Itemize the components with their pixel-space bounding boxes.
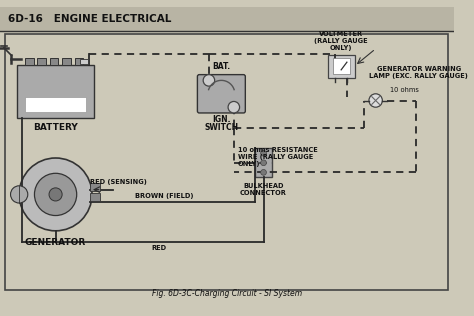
- Circle shape: [35, 173, 77, 216]
- Text: BATTERY: BATTERY: [33, 123, 78, 131]
- Circle shape: [203, 75, 215, 86]
- Bar: [333, 58, 350, 74]
- Bar: [255, 149, 272, 177]
- Circle shape: [261, 169, 266, 175]
- Bar: [25, 97, 86, 112]
- Text: 10 ohms: 10 ohms: [390, 87, 419, 93]
- Bar: [90, 193, 100, 201]
- Circle shape: [228, 101, 239, 113]
- Bar: [81, 59, 88, 64]
- Bar: [75, 58, 83, 65]
- Bar: [17, 65, 94, 118]
- Text: 10 ohms RESISTANCE
WIRE (RALLY GAUGE
ONLY): 10 ohms RESISTANCE WIRE (RALLY GAUGE ONL…: [237, 148, 318, 167]
- Text: Fig. 6D-3C-Charging Circuit - SI System: Fig. 6D-3C-Charging Circuit - SI System: [152, 289, 302, 298]
- Text: GENERATOR WARNING
LAMP (EXC. RALLY GAUGE): GENERATOR WARNING LAMP (EXC. RALLY GAUGE…: [369, 66, 468, 79]
- Circle shape: [49, 188, 62, 201]
- Text: BROWN (FIELD): BROWN (FIELD): [135, 193, 193, 199]
- Text: SWITCH: SWITCH: [204, 123, 238, 131]
- Text: 6D-16   ENGINE ELECTRICAL: 6D-16 ENGINE ELECTRICAL: [8, 14, 171, 24]
- Bar: [5, 34, 448, 290]
- Bar: [62, 58, 71, 65]
- Circle shape: [369, 94, 383, 107]
- Text: BULKHEAD
CONNECTOR: BULKHEAD CONNECTOR: [240, 183, 287, 196]
- Text: VOLTMETER
(RALLY GAUGE
ONLY): VOLTMETER (RALLY GAUGE ONLY): [314, 31, 368, 51]
- Circle shape: [10, 186, 28, 203]
- Text: GENERATOR: GENERATOR: [25, 239, 86, 247]
- Bar: [50, 58, 58, 65]
- Text: IGN.: IGN.: [212, 115, 231, 124]
- Bar: [37, 58, 46, 65]
- Circle shape: [261, 150, 266, 156]
- Bar: [328, 54, 355, 77]
- Circle shape: [261, 160, 266, 166]
- Text: RED: RED: [152, 245, 167, 251]
- FancyBboxPatch shape: [197, 75, 246, 113]
- Text: BAT.: BAT.: [212, 62, 230, 71]
- Bar: [25, 58, 34, 65]
- Text: RED (SENSING): RED (SENSING): [90, 179, 147, 185]
- Circle shape: [19, 158, 92, 231]
- Bar: [0, 7, 454, 31]
- Bar: [90, 183, 100, 191]
